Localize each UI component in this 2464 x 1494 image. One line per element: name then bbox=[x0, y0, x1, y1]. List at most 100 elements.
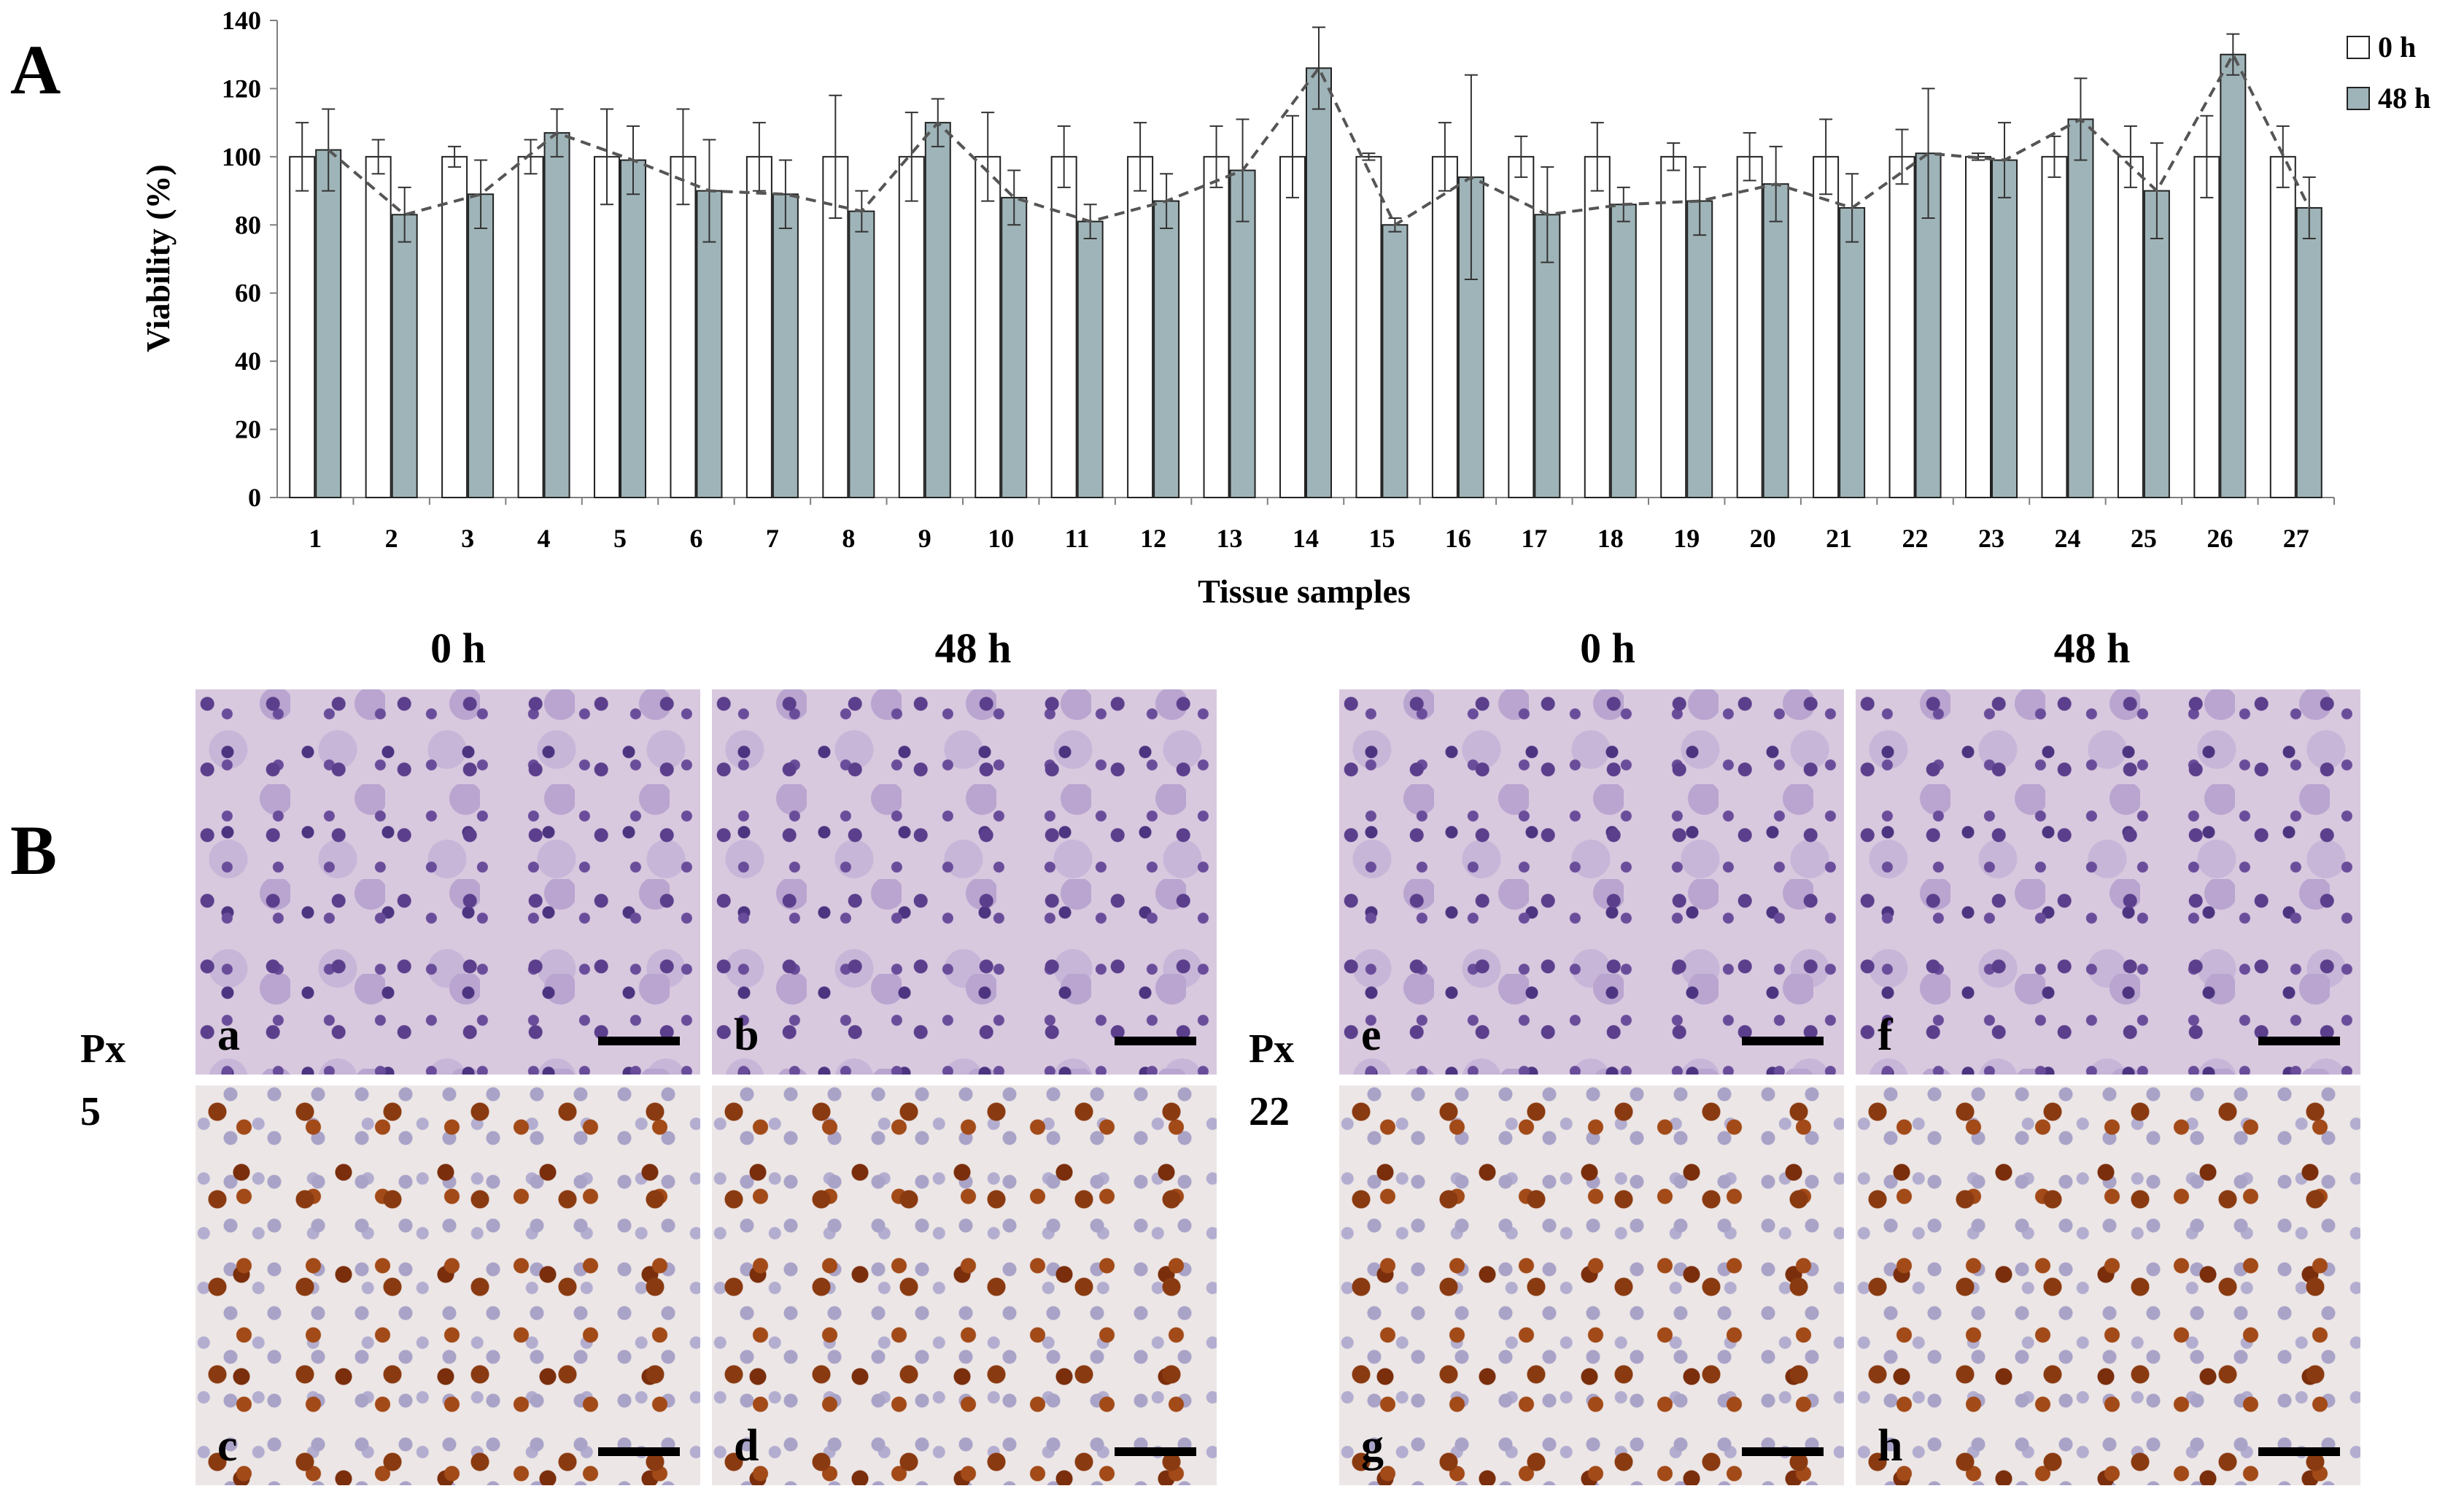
bar-48h bbox=[1001, 196, 1028, 498]
y-tick-label: 60 bbox=[235, 279, 261, 308]
subpanel-letter-a: a bbox=[217, 1010, 240, 1060]
bar-48h bbox=[1153, 200, 1180, 498]
micrograph-c: c bbox=[195, 1085, 700, 1485]
legend-label-0h: 0 h bbox=[2378, 31, 2416, 63]
x-tick-label: 4 bbox=[538, 524, 551, 553]
scale-bar bbox=[1115, 1037, 1196, 1045]
bar-48h bbox=[2143, 190, 2170, 498]
bar-0h bbox=[2117, 155, 2144, 498]
bar-48h bbox=[1382, 224, 1409, 498]
bar-48h bbox=[2220, 53, 2247, 498]
subpanel-letter-c: c bbox=[217, 1421, 238, 1471]
subpanel-letter-f: f bbox=[1878, 1010, 1893, 1060]
micrograph-e: e bbox=[1339, 689, 1844, 1075]
bar-48h bbox=[848, 210, 875, 498]
x-tick-label: 23 bbox=[1978, 524, 2004, 553]
bar-0h bbox=[1279, 155, 1306, 498]
x-tick-label: 13 bbox=[1217, 524, 1243, 553]
bar-48h bbox=[1686, 200, 1713, 498]
y-tick-label: 20 bbox=[235, 415, 261, 444]
bar-0h bbox=[1660, 155, 1687, 498]
panel-label-a: A bbox=[10, 31, 61, 109]
y-tick-label: 100 bbox=[222, 142, 261, 171]
bar-0h bbox=[1431, 155, 1458, 498]
x-tick-label: 19 bbox=[1673, 524, 1700, 553]
subpanel-letter-g: g bbox=[1361, 1421, 1384, 1471]
legend-label-48h: 48 h bbox=[2378, 82, 2430, 115]
bar-48h bbox=[1306, 67, 1332, 498]
bar-0h bbox=[975, 155, 1002, 498]
x-tick-label: 22 bbox=[1902, 524, 1929, 553]
y-axis: 0 20 40 60 80 100 120 140 bbox=[222, 6, 278, 512]
bar-0h bbox=[898, 155, 925, 498]
bar-48h bbox=[468, 193, 495, 498]
bar-0h bbox=[2269, 155, 2296, 498]
bar-48h bbox=[543, 132, 570, 499]
bar-48h bbox=[772, 193, 799, 498]
bar-0h bbox=[1965, 155, 1991, 498]
x-tick-label: 12 bbox=[1140, 524, 1166, 553]
bar-0h bbox=[594, 155, 620, 498]
x-tick-label: 2 bbox=[385, 524, 398, 553]
legend-swatch-48h bbox=[2347, 87, 2370, 110]
micrograph-h: h bbox=[1856, 1085, 2360, 1485]
bar-0h bbox=[2041, 155, 2068, 498]
bar-0h bbox=[2193, 155, 2220, 498]
x-tick-label: 3 bbox=[461, 524, 474, 553]
x-tick-label: 17 bbox=[1521, 524, 1547, 553]
patient-label-px22: Px 22 bbox=[1249, 1026, 1295, 1134]
col-header-px22-0h: 0 h bbox=[1580, 624, 1635, 672]
y-axis-title: Viability (%) bbox=[139, 164, 177, 352]
x-tick-label: 24 bbox=[2054, 524, 2080, 553]
bar-0h bbox=[289, 155, 316, 498]
bar-48h bbox=[391, 214, 418, 498]
bar-48h bbox=[1991, 159, 2018, 498]
x-tick-label: 1 bbox=[309, 524, 322, 553]
x-tick-label: 20 bbox=[1750, 524, 1776, 553]
scale-bar bbox=[598, 1037, 680, 1045]
x-tick-label: 21 bbox=[1826, 524, 1852, 553]
x-tick-label: 5 bbox=[613, 524, 627, 553]
bar-0h bbox=[1355, 155, 1382, 498]
x-tick-label: 11 bbox=[1065, 524, 1090, 553]
scale-bar bbox=[598, 1447, 680, 1456]
bar-48h bbox=[1762, 183, 1789, 498]
col-header-px5-48h: 48 h bbox=[934, 624, 1012, 672]
y-tick-label: 0 bbox=[248, 483, 261, 512]
micrograph-b: b bbox=[712, 689, 1217, 1075]
bar-0h bbox=[1127, 155, 1154, 498]
bar-0h bbox=[1508, 155, 1535, 498]
bar-group bbox=[289, 53, 2322, 499]
subpanel-letter-e: e bbox=[1361, 1010, 1382, 1060]
y-tick-label: 140 bbox=[222, 6, 261, 35]
scale-bar bbox=[2258, 1037, 2340, 1045]
bar-0h bbox=[670, 155, 697, 498]
scale-bar bbox=[1742, 1037, 1824, 1045]
subpanel-letter-h: h bbox=[1878, 1421, 1903, 1471]
bar-48h bbox=[1077, 220, 1104, 498]
bar-48h bbox=[1229, 169, 1256, 499]
y-tick-label: 80 bbox=[235, 210, 261, 239]
micrograph-d: d bbox=[712, 1085, 1217, 1485]
y-tick-label: 40 bbox=[235, 347, 261, 376]
x-tick-label: 10 bbox=[988, 524, 1014, 553]
bar-0h bbox=[1584, 155, 1611, 498]
subpanel-letter-b: b bbox=[734, 1010, 759, 1060]
bar-0h bbox=[1888, 155, 1915, 498]
bar-0h bbox=[745, 155, 772, 498]
patient-label-px5: Px 5 bbox=[80, 1026, 126, 1134]
micrograph-a: a bbox=[195, 689, 700, 1075]
bar-0h bbox=[441, 155, 468, 498]
x-tick-label: 6 bbox=[689, 524, 702, 553]
x-tick-label: 7 bbox=[766, 524, 779, 553]
bar-0h bbox=[517, 155, 544, 498]
x-tick-label: 14 bbox=[1293, 524, 1319, 553]
bar-48h bbox=[1839, 206, 1866, 498]
subpanel-letter-d: d bbox=[734, 1421, 759, 1471]
bar-0h bbox=[365, 155, 392, 498]
bar-0h bbox=[1736, 155, 1763, 498]
bar-48h bbox=[2067, 118, 2094, 498]
micrograph-f: f bbox=[1856, 689, 2360, 1075]
scale-bar bbox=[1115, 1447, 1196, 1456]
